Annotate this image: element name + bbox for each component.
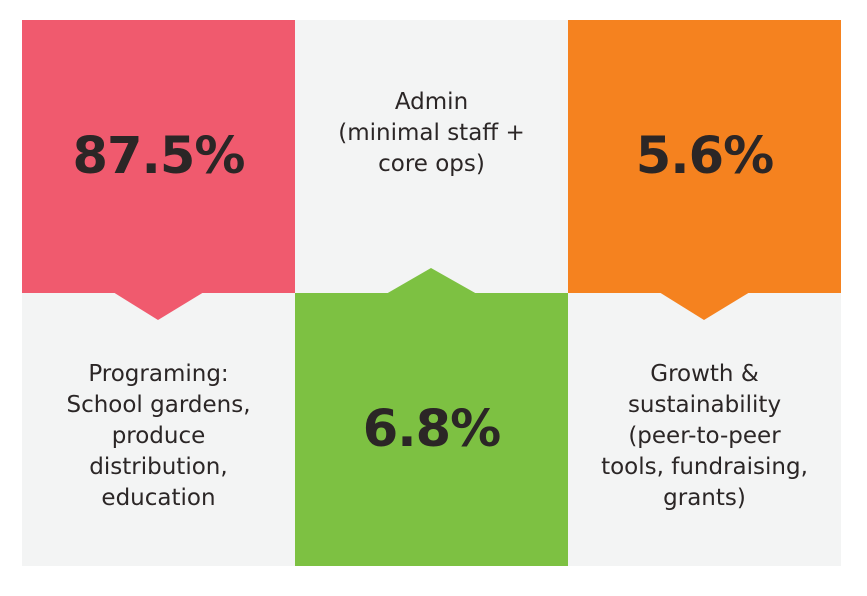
programing-percent: 87.5% [72,127,246,186]
growth-label: Growth & sustainability (peer-to-peer to… [601,361,808,511]
growth-percent-tile: 5.6% [568,20,841,293]
programing-percent-tile: 87.5% [22,20,295,293]
programing-label: Programing: School gardens, produce dist… [66,361,251,511]
admin-label-tile: Admin (minimal staff + core ops) [295,20,568,293]
growth-label-tile: Growth & sustainability (peer-to-peer to… [568,293,841,566]
admin-percent: 6.8% [362,400,501,459]
admin-label: Admin (minimal staff + core ops) [338,89,525,177]
growth-percent: 5.6% [635,127,774,186]
budget-allocation-infographic: 87.5% Admin (minimal staff + core ops) 5… [22,20,841,566]
programing-label-tile: Programing: School gardens, produce dist… [22,293,295,566]
admin-percent-tile: 6.8% [295,293,568,566]
